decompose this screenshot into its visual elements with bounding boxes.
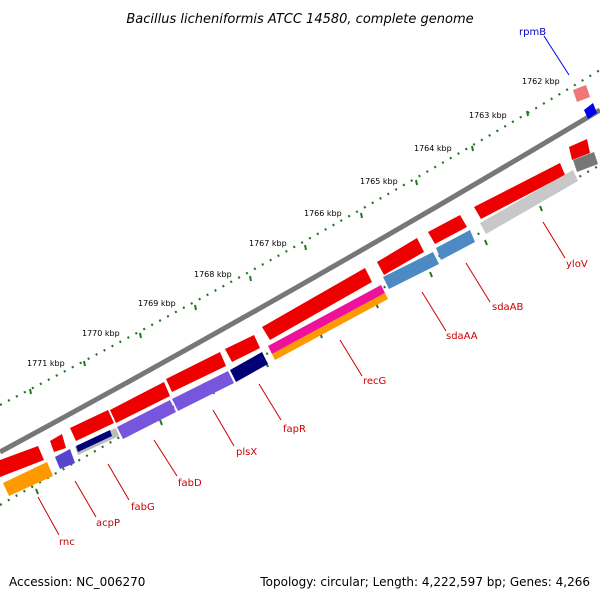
tick-label-1769: 1769 kbp [138, 299, 176, 308]
tick-label-1765: 1765 kbp [360, 177, 398, 186]
tick-label-1766: 1766 kbp [304, 209, 342, 218]
cds-arrow[interactable] [377, 238, 424, 275]
gene-label-ylov[interactable]: ylоV [566, 259, 588, 270]
cds-arrow[interactable] [110, 382, 170, 423]
leader-lines [37, 35, 570, 536]
cds-arrow[interactable] [428, 215, 467, 244]
feature-plsx[interactable] [172, 371, 234, 411]
tick-ring [0, 69, 600, 406]
cds-arrow[interactable] [569, 139, 590, 160]
gene-label-acpp[interactable]: acpP [96, 518, 120, 529]
feature-recg-pink[interactable] [268, 285, 385, 354]
feature-rnc[interactable] [3, 462, 53, 496]
tick-label-1763: 1763 kbp [469, 111, 507, 120]
feature-fabd[interactable] [117, 400, 176, 439]
gene-label-sdaab[interactable]: sdaAB [492, 302, 524, 313]
genome-summary-text: Topology: circular; Length: 4,222,597 bp… [259, 575, 590, 589]
cds-track [0, 139, 590, 477]
feature-ylov-light[interactable] [480, 170, 578, 234]
cds-arrow[interactable] [0, 446, 44, 477]
cds-arrow[interactable] [225, 335, 260, 362]
cds-arrow[interactable] [474, 163, 565, 219]
tick-label-1768: 1768 kbp [194, 270, 232, 279]
feature-acpp[interactable] [55, 449, 75, 469]
feature-small-pink[interactable] [573, 85, 590, 102]
gene-label-fapr[interactable]: fapR [283, 424, 306, 435]
cds-arrow[interactable] [50, 434, 66, 452]
feature-rpmb[interactable] [584, 103, 597, 119]
feature-sdaaa[interactable] [383, 252, 439, 289]
gene-label-fabd[interactable]: fabD [178, 478, 202, 489]
gene-label-plsx[interactable]: plsX [236, 447, 257, 458]
tick-label-1771: 1771 kbp [27, 359, 65, 368]
accession-text: Accession: NC_006270 [9, 575, 145, 589]
tick-label-1762: 1762 kbp [522, 77, 560, 86]
feature-sdaab[interactable] [436, 230, 475, 260]
gene-label-sdaaa[interactable]: sdaAA [446, 331, 478, 342]
cds-arrow[interactable] [262, 268, 372, 340]
map-title: Bacillus licheniformis ATCC 14580, compl… [126, 12, 473, 27]
tick-label-1764: 1764 kbp [414, 144, 452, 153]
gene-label-fabg[interactable]: fabG [131, 502, 155, 513]
feature-track [3, 85, 598, 496]
cds-arrow[interactable] [166, 352, 226, 392]
feature-ylov[interactable] [573, 152, 598, 172]
gene-label-recg[interactable]: recG [363, 376, 386, 387]
genome-backbone [0, 107, 600, 455]
feature-recg-orange[interactable] [272, 293, 388, 360]
feature-fabg-dark[interactable] [76, 430, 112, 452]
tick-label-1770: 1770 kbp [82, 329, 120, 338]
gene-label-rpmb[interactable]: rpmB [519, 27, 546, 38]
gene-label-rnc[interactable]: rnc [59, 537, 75, 548]
outer-major-ticks [29, 110, 529, 395]
feature-fapr[interactable] [230, 352, 268, 382]
tick-label-1767: 1767 kbp [249, 239, 287, 248]
cds-arrow[interactable] [70, 410, 114, 441]
